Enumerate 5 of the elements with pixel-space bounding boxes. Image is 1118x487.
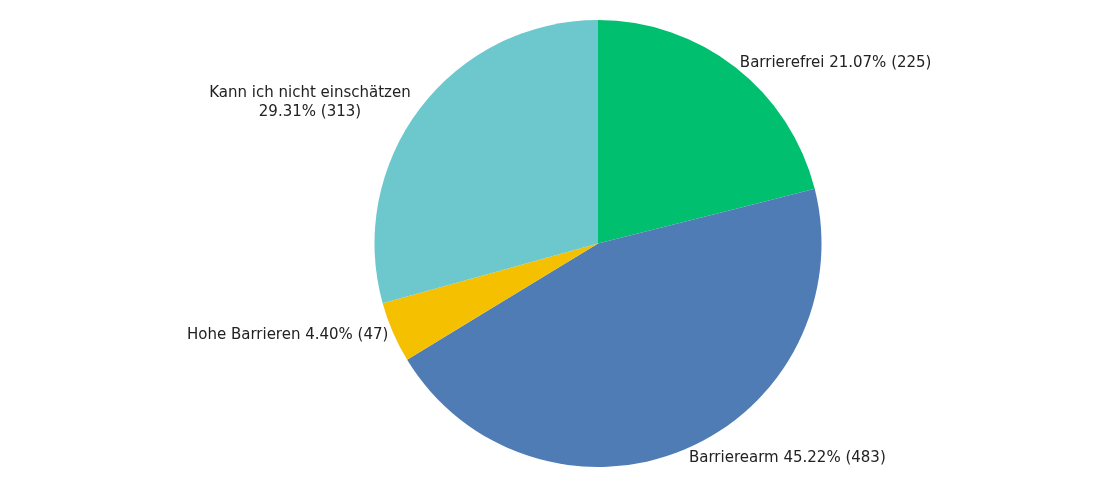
data-label: 29.31% (313): [258, 102, 362, 121]
slice-label: Hohe Barrieren 4.40% (47): [186, 324, 389, 343]
slice-label: Kann ich nicht einschätzen: [209, 82, 411, 101]
slice-label: Barrierefrei 21.07% (225): [739, 52, 932, 71]
slice-label: Barrierearm 45.22% (483): [688, 448, 886, 467]
